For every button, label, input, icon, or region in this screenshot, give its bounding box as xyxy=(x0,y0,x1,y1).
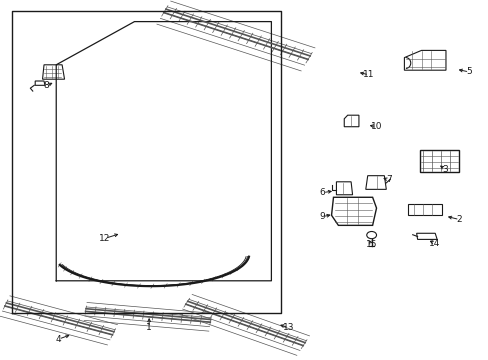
Text: 10: 10 xyxy=(370,122,382,131)
Text: 15: 15 xyxy=(365,240,377,249)
Text: 14: 14 xyxy=(427,238,439,248)
Text: 3: 3 xyxy=(441,165,447,174)
Text: 7: 7 xyxy=(385,175,391,184)
Text: 9: 9 xyxy=(319,212,325,221)
Text: 11: 11 xyxy=(363,71,374,79)
Text: 2: 2 xyxy=(456,215,462,224)
Text: 5: 5 xyxy=(466,68,471,77)
Text: 13: 13 xyxy=(282,323,294,332)
Text: 12: 12 xyxy=(99,234,111,243)
Text: 1: 1 xyxy=(146,323,152,332)
Text: 4: 4 xyxy=(56,335,61,343)
Text: 8: 8 xyxy=(43,81,49,90)
Text: 6: 6 xyxy=(319,188,325,197)
